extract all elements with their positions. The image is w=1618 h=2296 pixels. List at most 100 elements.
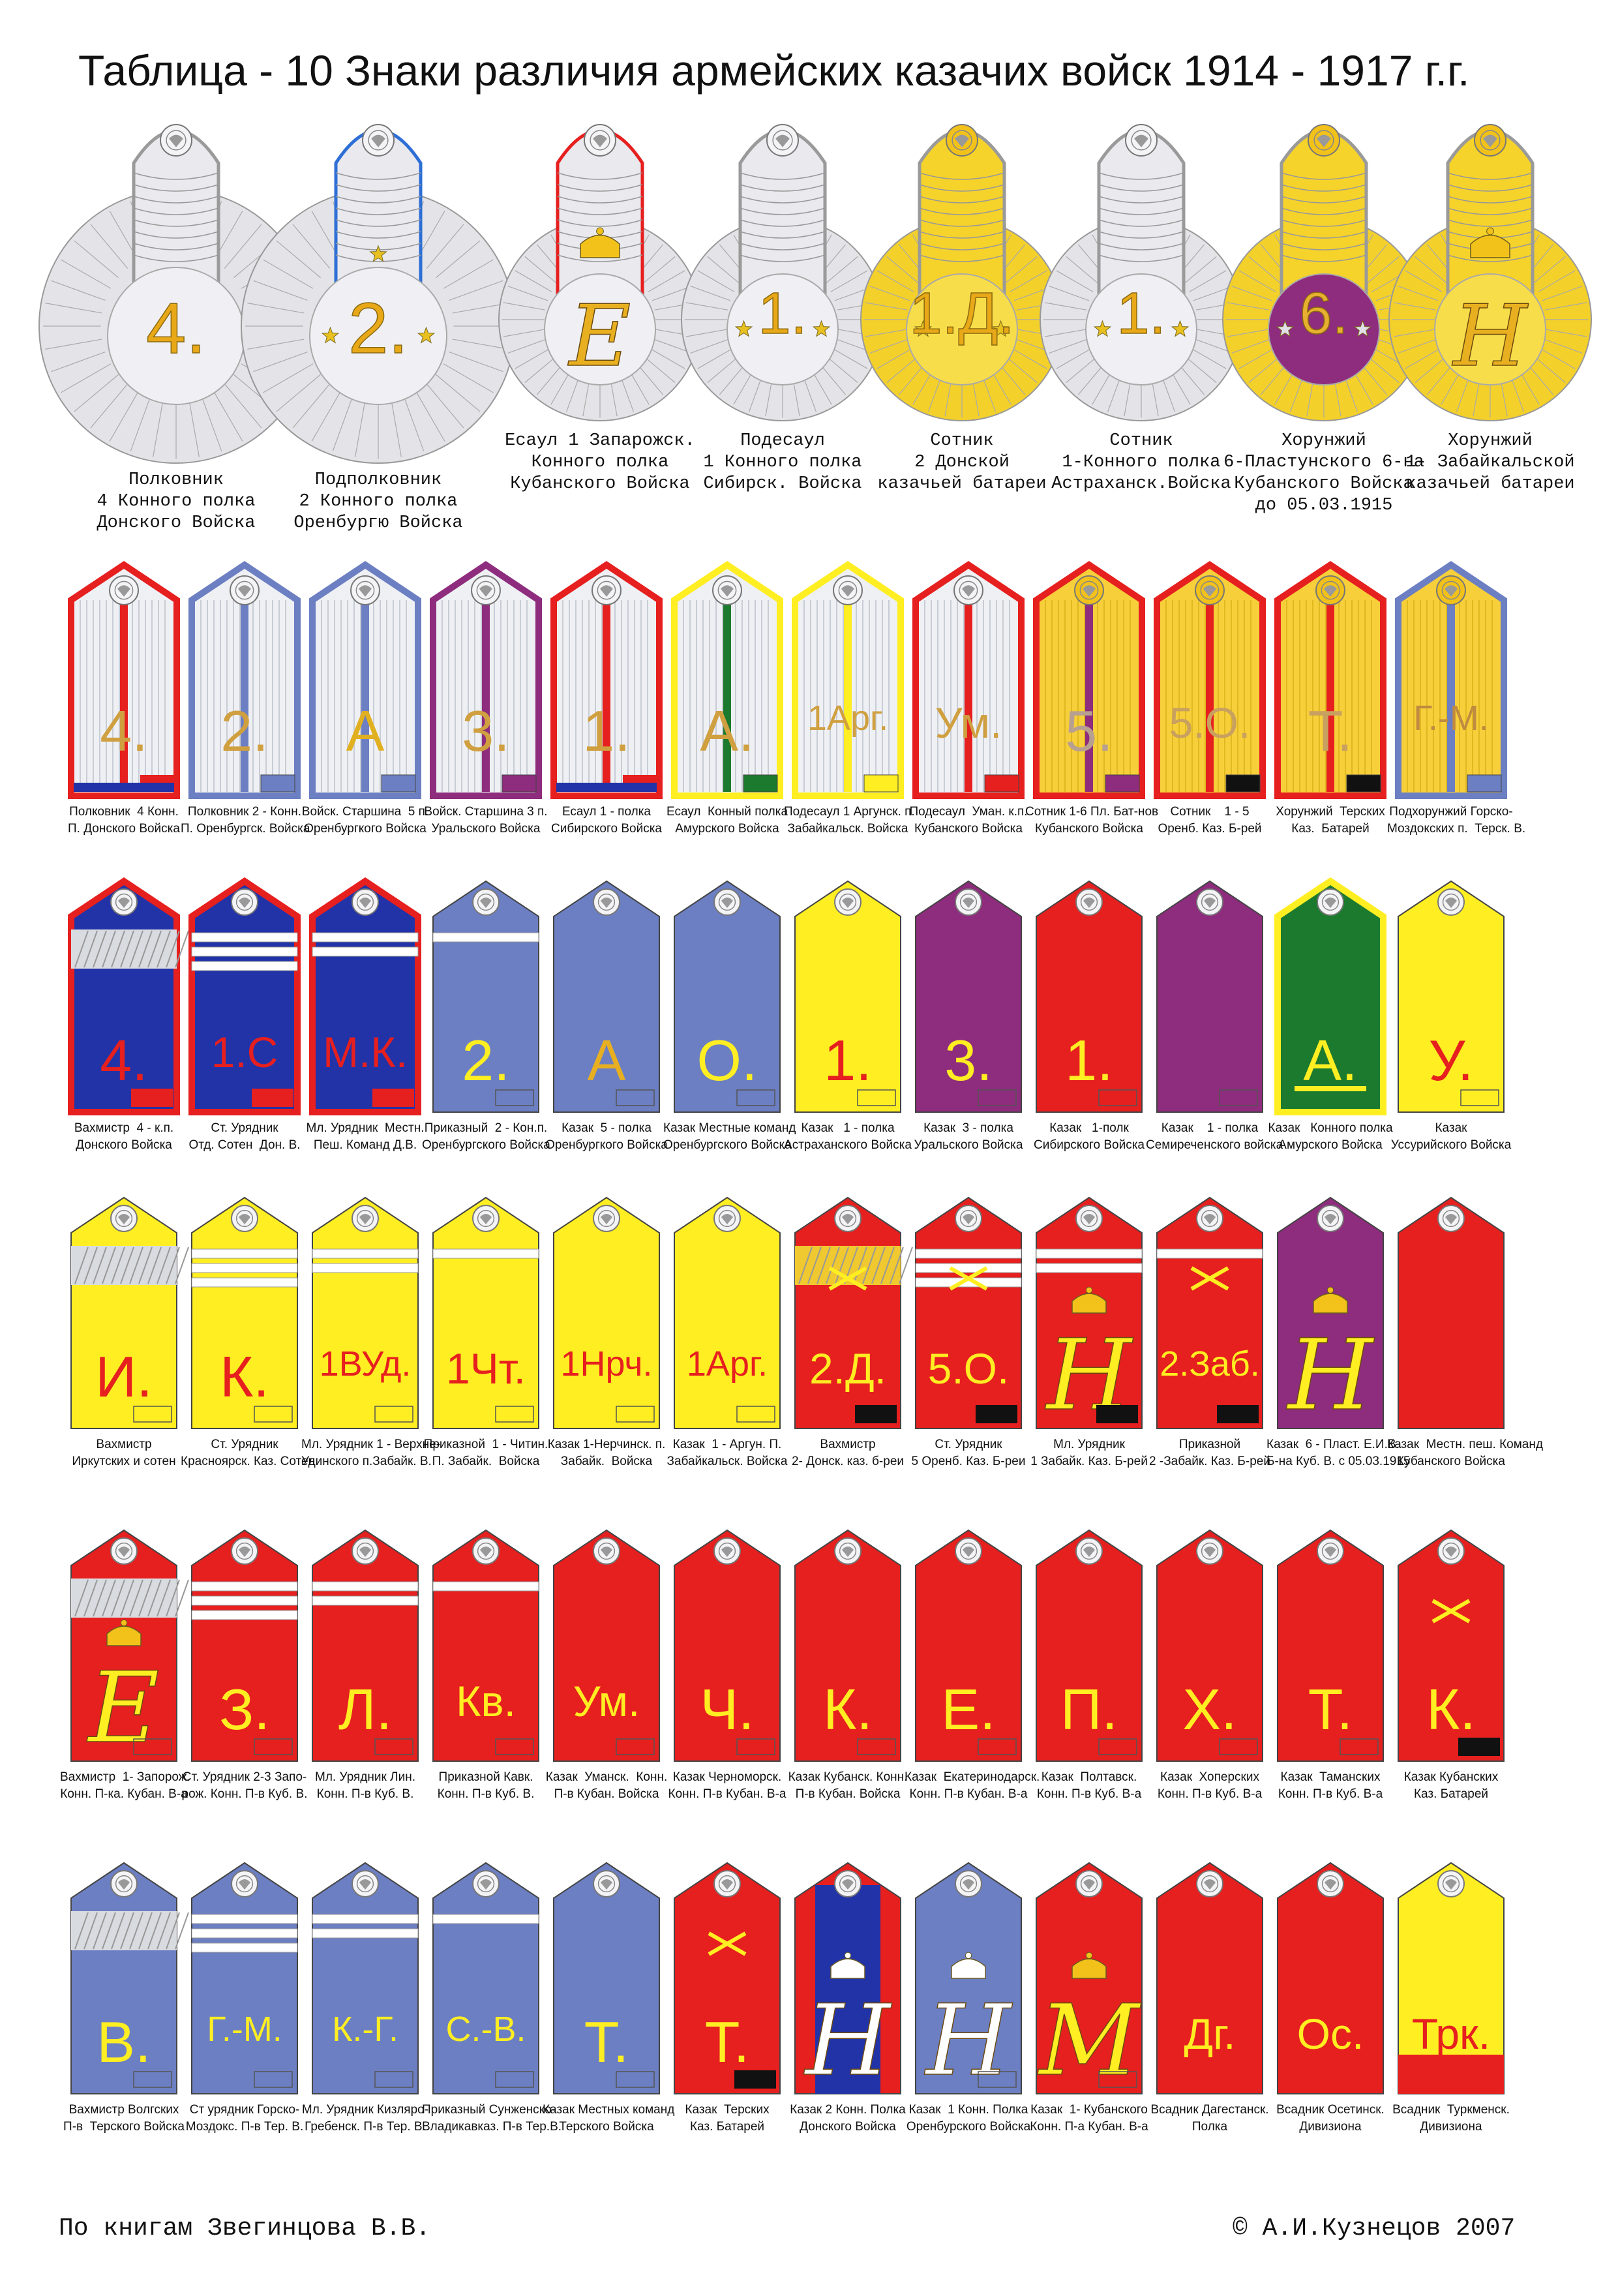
epaulette-caption: Сотник 2 Донской казачьей батареи bbox=[877, 431, 1047, 494]
board-tab bbox=[1098, 2071, 1137, 2088]
board-caption: Казак Таманских Конн. П-в Куб. В-а bbox=[1278, 1770, 1383, 1801]
crown-icon bbox=[951, 1952, 986, 1979]
shoulder-board: Н bbox=[913, 1859, 1024, 2098]
star-icon bbox=[1093, 320, 1112, 337]
crossed-cannons-icon bbox=[949, 1266, 988, 1291]
crown-icon bbox=[830, 1952, 865, 1979]
eagle-button-icon bbox=[472, 1205, 500, 1232]
epaulette-caption: Полковник 4 Конного полка Донского Войск… bbox=[97, 470, 256, 533]
board-stripe bbox=[191, 1928, 298, 1939]
shoulder-board: 5.О. bbox=[913, 1194, 1024, 1429]
board-caption: Вахмистр Волгских П-в Терского Войска bbox=[63, 2103, 185, 2134]
shoulder-board: У. bbox=[1396, 877, 1506, 1113]
eagle-button-icon bbox=[834, 1537, 861, 1565]
board-piping bbox=[550, 560, 663, 799]
board-stripe bbox=[915, 1263, 1022, 1273]
board-tab bbox=[736, 1406, 775, 1423]
eagle-button-icon bbox=[230, 575, 260, 605]
shoulder-board: 1.С bbox=[188, 877, 301, 1115]
board-stripe bbox=[191, 1263, 298, 1273]
board-lumen bbox=[723, 587, 731, 792]
shoulder-board: Ос. bbox=[1275, 1859, 1386, 2094]
board-stripe bbox=[1156, 1248, 1263, 1259]
shoulder-board: Л. bbox=[310, 1526, 421, 1762]
board-piping bbox=[68, 560, 180, 799]
crossed-cannons-icon bbox=[708, 1931, 747, 1956]
epaulette-letter: 4. bbox=[145, 288, 206, 369]
board-lumen bbox=[482, 587, 490, 792]
board-tab bbox=[381, 774, 416, 793]
board-letter: Т. bbox=[1308, 1677, 1353, 1742]
crown-icon bbox=[1071, 1952, 1107, 1979]
board-body bbox=[1156, 1862, 1263, 2094]
board-stripe bbox=[432, 1914, 539, 1924]
board-caption: Вахмистр 2- Донск. каз. б-реи bbox=[792, 1438, 904, 1468]
board-tab bbox=[254, 1738, 293, 1755]
board-letter: К. bbox=[823, 1677, 873, 1742]
board-caption: Казак 1 - полка Семиреченского войска bbox=[1146, 1121, 1283, 1152]
star-icon bbox=[321, 326, 340, 344]
board-letter: 1ВУд. bbox=[319, 1344, 412, 1383]
shoulder-board: Т. bbox=[1274, 560, 1386, 799]
board-body bbox=[1398, 1529, 1505, 1762]
board-tab bbox=[1467, 774, 1502, 793]
eagle-button-icon bbox=[352, 1537, 379, 1565]
board-letter: 1Чт. bbox=[446, 1344, 526, 1393]
board-letter: 5.О. bbox=[927, 1344, 1010, 1393]
epaulette-field bbox=[1434, 273, 1546, 385]
board-letter: А bbox=[587, 1028, 626, 1093]
shoulder-board: 1Нрч. bbox=[551, 1194, 662, 1429]
board-caption: Казак Терских Каз. Батарей bbox=[685, 2103, 770, 2134]
board-body bbox=[312, 1196, 419, 1429]
board-tab bbox=[855, 1405, 897, 1423]
board-tab bbox=[616, 2071, 655, 2088]
shoulder-board: Кв. bbox=[430, 1526, 541, 1762]
board-tab bbox=[495, 2071, 534, 2088]
eagle-button-icon bbox=[766, 124, 799, 157]
eagle-button-icon bbox=[109, 575, 139, 605]
board-letter: Трк. bbox=[1411, 2010, 1491, 2058]
board-caption: Казак 3 - полка Уральского Войска bbox=[914, 1121, 1023, 1152]
board-body bbox=[1277, 1862, 1384, 2094]
monogram-icon: Н bbox=[803, 1984, 893, 2098]
board-body bbox=[1036, 1529, 1143, 1762]
board-letter: Л. bbox=[338, 1677, 393, 1742]
board-tab bbox=[495, 1089, 534, 1106]
monogram-icon: М bbox=[1037, 1984, 1141, 2098]
board-letter: А bbox=[346, 699, 385, 763]
crossed-cannons-icon bbox=[828, 1266, 867, 1291]
board-tab bbox=[734, 2070, 776, 2089]
shoulder-board: 1. bbox=[1034, 877, 1145, 1113]
board-tab bbox=[1098, 1738, 1137, 1755]
shoulder-board: Ум. bbox=[551, 1526, 662, 1762]
monogram-icon: Н bbox=[1452, 286, 1529, 385]
monogram-icon: Н bbox=[1045, 1319, 1134, 1432]
eagle-button-icon bbox=[946, 124, 978, 157]
board-caption: Подесаул Уман. к.п. Кубанского Войска bbox=[909, 805, 1028, 836]
board-tab bbox=[1098, 1089, 1137, 1106]
board-stripe bbox=[191, 1248, 298, 1259]
board-tab bbox=[616, 1738, 655, 1755]
board-body bbox=[1156, 880, 1263, 1113]
board-letter: 2. bbox=[220, 699, 269, 763]
board-tab bbox=[736, 1738, 775, 1755]
eagle-button-icon bbox=[593, 1537, 620, 1565]
shoulder-board: Н bbox=[1034, 1194, 1145, 1433]
eagle-button-icon bbox=[1437, 888, 1465, 916]
board-stripe bbox=[312, 1248, 419, 1259]
board-letter: О. bbox=[697, 1028, 758, 1093]
board-caption: Казак 2 Конн. Полка Донского Войска bbox=[790, 2103, 906, 2134]
shoulder-board bbox=[1396, 1194, 1506, 1429]
board-tab bbox=[131, 1089, 173, 1107]
eagle-button-icon bbox=[1075, 888, 1103, 916]
board-caption: Мл. Урядник Местн. Пеш. Команд Д.В. bbox=[306, 1121, 425, 1152]
board-letter: 5.О. bbox=[1169, 699, 1251, 747]
board-tab bbox=[1105, 774, 1140, 793]
shoulder-board: Х. bbox=[1154, 1526, 1265, 1762]
board-stripe bbox=[432, 1248, 539, 1259]
eagle-button-icon bbox=[352, 1870, 379, 1897]
eagle-button-icon bbox=[1317, 1870, 1344, 1897]
board-stripe bbox=[312, 1914, 419, 1924]
eagle-button-icon bbox=[1196, 888, 1223, 916]
board-caption: Казак 1 - Аргун. П. Забайкальск. Войска bbox=[667, 1438, 788, 1468]
